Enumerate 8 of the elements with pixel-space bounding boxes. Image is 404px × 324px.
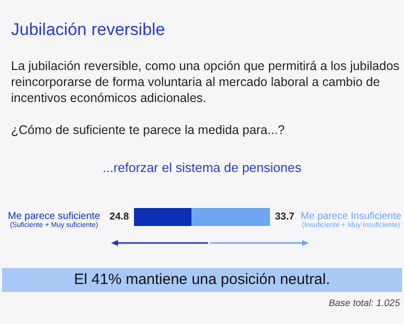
chart-subtitle: La jubilación reversible, como una opción que permitirá a los jubilados reincorporarse de forma voluntaria al mercado laboral a cambio de incentivos económicos adicionales. [11, 58, 400, 106]
text: Base total: 1.025 [328, 298, 400, 309]
text: ¿Cómo de suficiente te parece la medida para...? [11, 123, 285, 137]
data-label: 33.7 [275, 212, 295, 222]
data-label: 24.8 [110, 212, 130, 222]
text: ...reforzar el sistema de pensiones [102, 160, 302, 175]
text: El 41% mantiene una posición neutral. [2, 268, 402, 292]
chart-title: Jubilación reversible [11, 20, 166, 40]
